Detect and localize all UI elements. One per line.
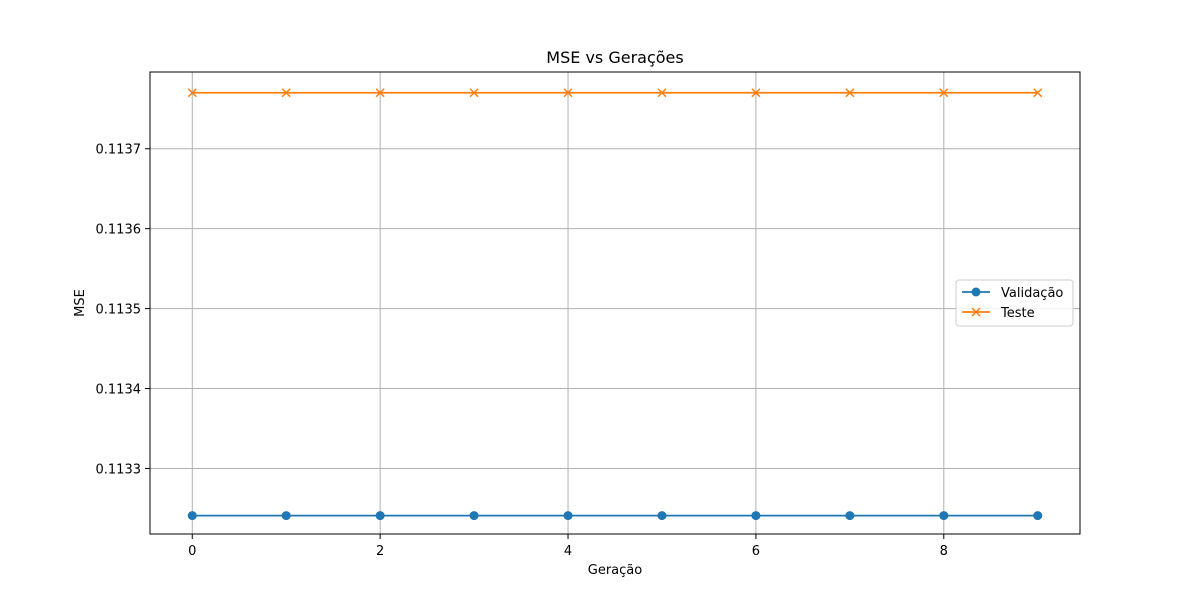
data-point [845, 511, 855, 521]
y-axis-label: MSE [73, 289, 88, 317]
data-point [375, 511, 385, 521]
data-point [187, 511, 197, 521]
y-tick-label: 0.1133 [96, 462, 142, 477]
x-tick-label: 2 [376, 544, 384, 559]
data-point [563, 511, 573, 521]
data-point [375, 88, 385, 98]
data-point [657, 511, 667, 521]
data-point [469, 88, 479, 98]
data-point [751, 88, 761, 98]
chart-title: MSE vs Gerações [546, 48, 683, 67]
series-teste [187, 88, 1043, 98]
data-point [469, 511, 479, 521]
data-point [281, 88, 291, 98]
legend-marker [971, 287, 981, 297]
data-point [1033, 511, 1043, 521]
grid [150, 72, 1080, 534]
data-point [1033, 88, 1043, 98]
series-layer [187, 88, 1043, 521]
data-point [281, 511, 291, 521]
legend: Validação Teste [955, 279, 1074, 327]
x-axis-label: Geração [588, 563, 642, 578]
legend-label: Teste [1000, 306, 1035, 321]
y-tick-label: 0.1137 [96, 143, 142, 158]
y-tick-label: 0.1134 [96, 383, 142, 398]
legend-item: Teste [962, 306, 1035, 321]
x-tick-label: 8 [940, 544, 948, 559]
data-point [563, 88, 573, 98]
data-point [751, 511, 761, 521]
axis-ticks: 0 2 4 6 8 0.1133 0.1134 0.1135 0.1136 0.1137 [96, 143, 948, 559]
y-tick-label: 0.1135 [96, 303, 142, 318]
x-tick-label: 0 [188, 544, 196, 559]
x-tick-label: 6 [752, 544, 760, 559]
series-validacao [187, 511, 1043, 521]
data-point [939, 511, 949, 521]
plot-frame [149, 71, 1081, 535]
data-point [845, 88, 855, 98]
legend-item: Validação [962, 286, 1063, 301]
legend-marker [971, 307, 981, 317]
data-point [657, 88, 667, 98]
legend-label: Validação [1001, 286, 1063, 301]
y-tick-label: 0.1136 [96, 223, 142, 238]
x-tick-label: 4 [564, 544, 572, 559]
data-point [939, 88, 949, 98]
data-point [187, 88, 197, 98]
